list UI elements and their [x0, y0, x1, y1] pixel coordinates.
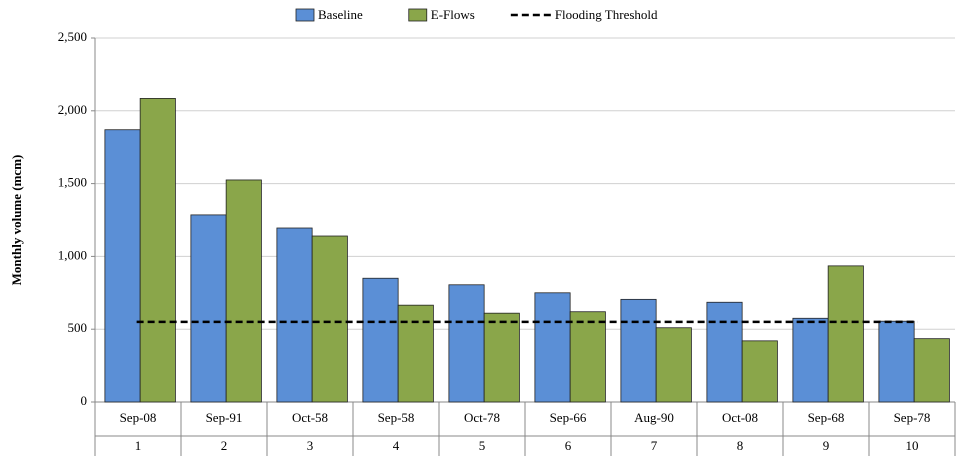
rank-label: 1: [135, 438, 142, 453]
x-tick-label: Aug-90: [634, 410, 674, 425]
rank-label: 10: [906, 438, 919, 453]
y-tick-label: 2,500: [58, 29, 87, 44]
bar: [655, 327, 692, 403]
x-tick-label: Oct-58: [292, 410, 328, 425]
y-tick-label: 500: [68, 320, 88, 335]
x-tick-label: Sep-78: [894, 410, 931, 425]
bar: [190, 214, 227, 403]
legend-label: Baseline: [318, 7, 363, 22]
y-tick-label: 1,000: [58, 247, 87, 262]
legend-label: Flooding Threshold: [555, 7, 658, 22]
x-tick-label: Sep-58: [378, 410, 415, 425]
x-tick-label: Sep-08: [120, 410, 157, 425]
y-axis-label: Monthly volume (mcm): [9, 155, 24, 286]
legend-swatch: [295, 8, 315, 22]
bar: [913, 338, 950, 403]
legend-label: E-Flows: [431, 7, 475, 22]
bar: [741, 340, 778, 403]
bar: [139, 98, 176, 403]
x-tick-label: Sep-66: [550, 410, 587, 425]
bar: [311, 235, 348, 403]
bar: [534, 292, 571, 403]
rank-label: 6: [565, 438, 572, 453]
x-tick-label: Sep-68: [808, 410, 845, 425]
bar: [397, 304, 434, 403]
rank-label: 3: [307, 438, 314, 453]
bar: [878, 320, 915, 403]
bar: [620, 298, 657, 403]
legend-swatch: [408, 8, 428, 22]
rank-label: 8: [737, 438, 744, 453]
bar: [448, 284, 485, 403]
bar: [276, 227, 313, 403]
bar: [225, 179, 262, 403]
bar: [362, 277, 399, 403]
y-tick-label: 1,500: [58, 175, 87, 190]
bar: [827, 265, 864, 403]
bar: [706, 301, 743, 403]
bar: [792, 317, 829, 403]
y-tick-label: 2,000: [58, 102, 87, 117]
rank-label: 7: [651, 438, 658, 453]
rank-label: 9: [823, 438, 830, 453]
x-tick-label: Oct-78: [464, 410, 500, 425]
bar: [569, 311, 606, 403]
x-tick-label: Sep-91: [206, 410, 243, 425]
rank-label: 5: [479, 438, 486, 453]
bar: [104, 129, 141, 403]
x-tick-label: Oct-08: [722, 410, 758, 425]
bar: [483, 312, 520, 403]
y-tick-label: 0: [81, 393, 88, 408]
rank-label: 2: [221, 438, 228, 453]
rank-label: 4: [393, 438, 400, 453]
